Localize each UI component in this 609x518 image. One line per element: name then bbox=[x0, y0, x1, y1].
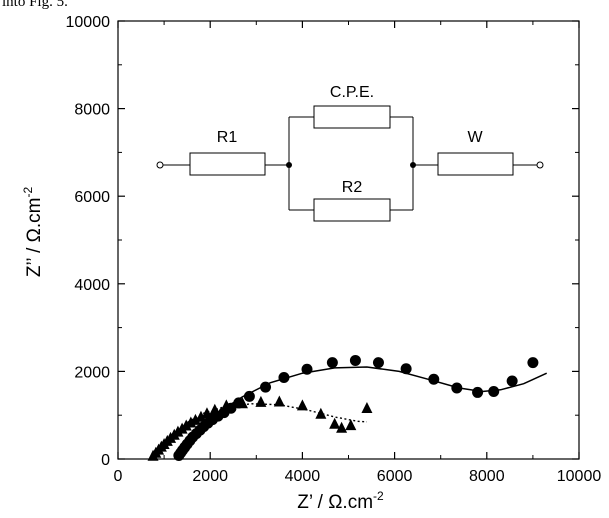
x-tick-label: 6000 bbox=[377, 468, 413, 485]
circle-point bbox=[400, 363, 412, 375]
circle-point bbox=[488, 386, 500, 398]
triangle-point bbox=[220, 399, 232, 411]
y-tick-label: 0 bbox=[101, 452, 110, 469]
triangle-point bbox=[336, 421, 348, 433]
warburg-element bbox=[437, 152, 514, 176]
triangle-point bbox=[255, 395, 267, 407]
y-tick-label: 4000 bbox=[74, 277, 110, 294]
x-tick-label: 4000 bbox=[285, 468, 321, 485]
circle-point bbox=[451, 382, 463, 394]
x-axis-label: Z’ / Ω.cm-2 bbox=[297, 489, 384, 513]
circle-point bbox=[260, 381, 272, 393]
circle-point bbox=[527, 357, 539, 369]
triangle-point bbox=[209, 403, 221, 415]
triangle-point bbox=[296, 399, 308, 411]
triangle-point bbox=[180, 419, 192, 431]
circle-point bbox=[472, 386, 484, 398]
circuit-terminal-left bbox=[156, 161, 164, 169]
y-tick-label: 2000 bbox=[74, 364, 110, 381]
caption-fragment: into Fig. 5. bbox=[2, 0, 68, 10]
y-axis-label: Z’’ / Ω.cm-2 bbox=[21, 187, 45, 278]
x-tick-label: 2000 bbox=[192, 468, 228, 485]
x-tick-label: 8000 bbox=[469, 468, 505, 485]
triangle-point bbox=[201, 407, 213, 419]
y-tick-label: 10000 bbox=[66, 14, 111, 31]
r2-label: R2 bbox=[342, 179, 363, 196]
y-tick-label: 8000 bbox=[74, 102, 110, 119]
cpe-element bbox=[313, 105, 391, 129]
triangle-point bbox=[189, 413, 201, 425]
circle-point bbox=[506, 375, 518, 387]
r2-resistor bbox=[313, 198, 391, 222]
triangle-point bbox=[315, 407, 327, 419]
triangle-point bbox=[329, 417, 341, 429]
circuit-terminal-right bbox=[536, 161, 544, 169]
circle-point bbox=[349, 354, 361, 366]
axes: 0 2000 4000 6000 8000 10000 0 2000 4000 6000 8000 1… bbox=[21, 14, 601, 513]
r1-label: R1 bbox=[217, 129, 238, 146]
triangle-point bbox=[195, 410, 207, 422]
r1-resistor bbox=[189, 152, 266, 176]
circle-point bbox=[243, 390, 255, 402]
w-label: W bbox=[467, 129, 483, 146]
triangle-point bbox=[345, 419, 357, 431]
data-points bbox=[147, 354, 539, 461]
triangle-point bbox=[361, 402, 373, 414]
x-tick-label: 10000 bbox=[557, 468, 602, 485]
equivalent-circuit-diagram: R1 C.P.E. R2 W bbox=[156, 84, 544, 222]
circle-point bbox=[372, 357, 384, 369]
y-tick-label: 6000 bbox=[74, 189, 110, 206]
circle-point bbox=[428, 373, 440, 385]
circle-point bbox=[301, 363, 313, 375]
triangle-point bbox=[273, 395, 285, 407]
x-tick-label: 0 bbox=[114, 468, 123, 485]
cpe-label: C.P.E. bbox=[330, 84, 374, 101]
circle-point bbox=[278, 372, 290, 384]
circle-point bbox=[326, 357, 338, 369]
triangle-point bbox=[236, 397, 248, 409]
